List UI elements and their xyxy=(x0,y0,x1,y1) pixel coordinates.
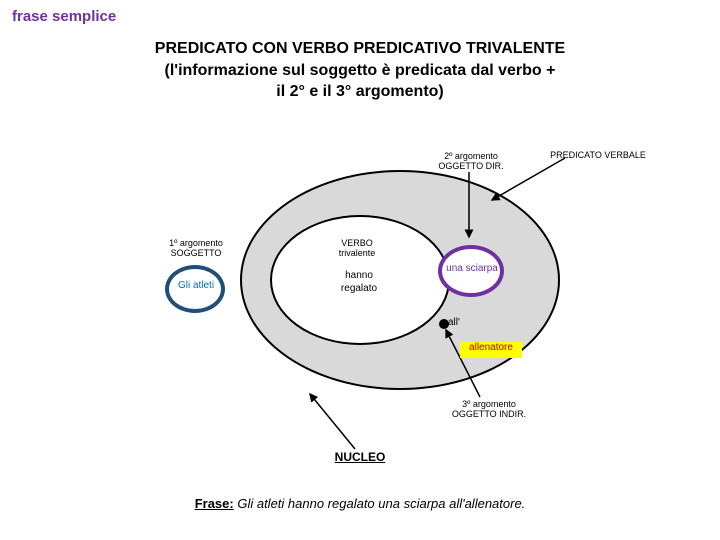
header-line3: il 2° e il 3° argomento) xyxy=(0,81,720,103)
arrow-nucleo xyxy=(280,389,400,459)
header-line1: PREDICATO CON VERBO PREDICATIVO TRIVALEN… xyxy=(0,38,720,60)
obj3-label: 3º argomento OGGETTO INDIR. xyxy=(434,399,544,420)
sentence: Frase: Gli atleti hanno regalato una sci… xyxy=(0,496,720,511)
subject-label: 1º argomento SOGGETTO xyxy=(154,238,238,259)
indirect-noun-word: allenatore xyxy=(460,342,522,358)
verb-word: hanno regalato xyxy=(299,270,419,295)
obj2-label: 2º argomento OGGETTO DIR. xyxy=(416,151,526,172)
header-line2: (l'informazione sul soggetto è predicata… xyxy=(0,60,720,82)
page-title: frase semplice xyxy=(12,8,116,25)
sentence-text: Gli atleti hanno regalato una sciarpa al… xyxy=(237,496,525,511)
diagram: 1º argomento SOGGETTO VERBO trivalente 2… xyxy=(0,150,720,470)
indirect-prep-word: all' xyxy=(448,317,488,328)
predicato-verbale-label: PREDICATO VERBALE xyxy=(538,150,658,160)
sentence-prefix: Frase: xyxy=(195,496,234,511)
verb-label: VERBO trivalente xyxy=(302,238,412,259)
header: PREDICATO CON VERBO PREDICATIVO TRIVALEN… xyxy=(0,38,720,103)
nucleo-label: NUCLEO xyxy=(310,450,410,464)
subject-word: Gli atleti xyxy=(156,280,236,291)
object-word: una sciarpa xyxy=(434,263,510,274)
